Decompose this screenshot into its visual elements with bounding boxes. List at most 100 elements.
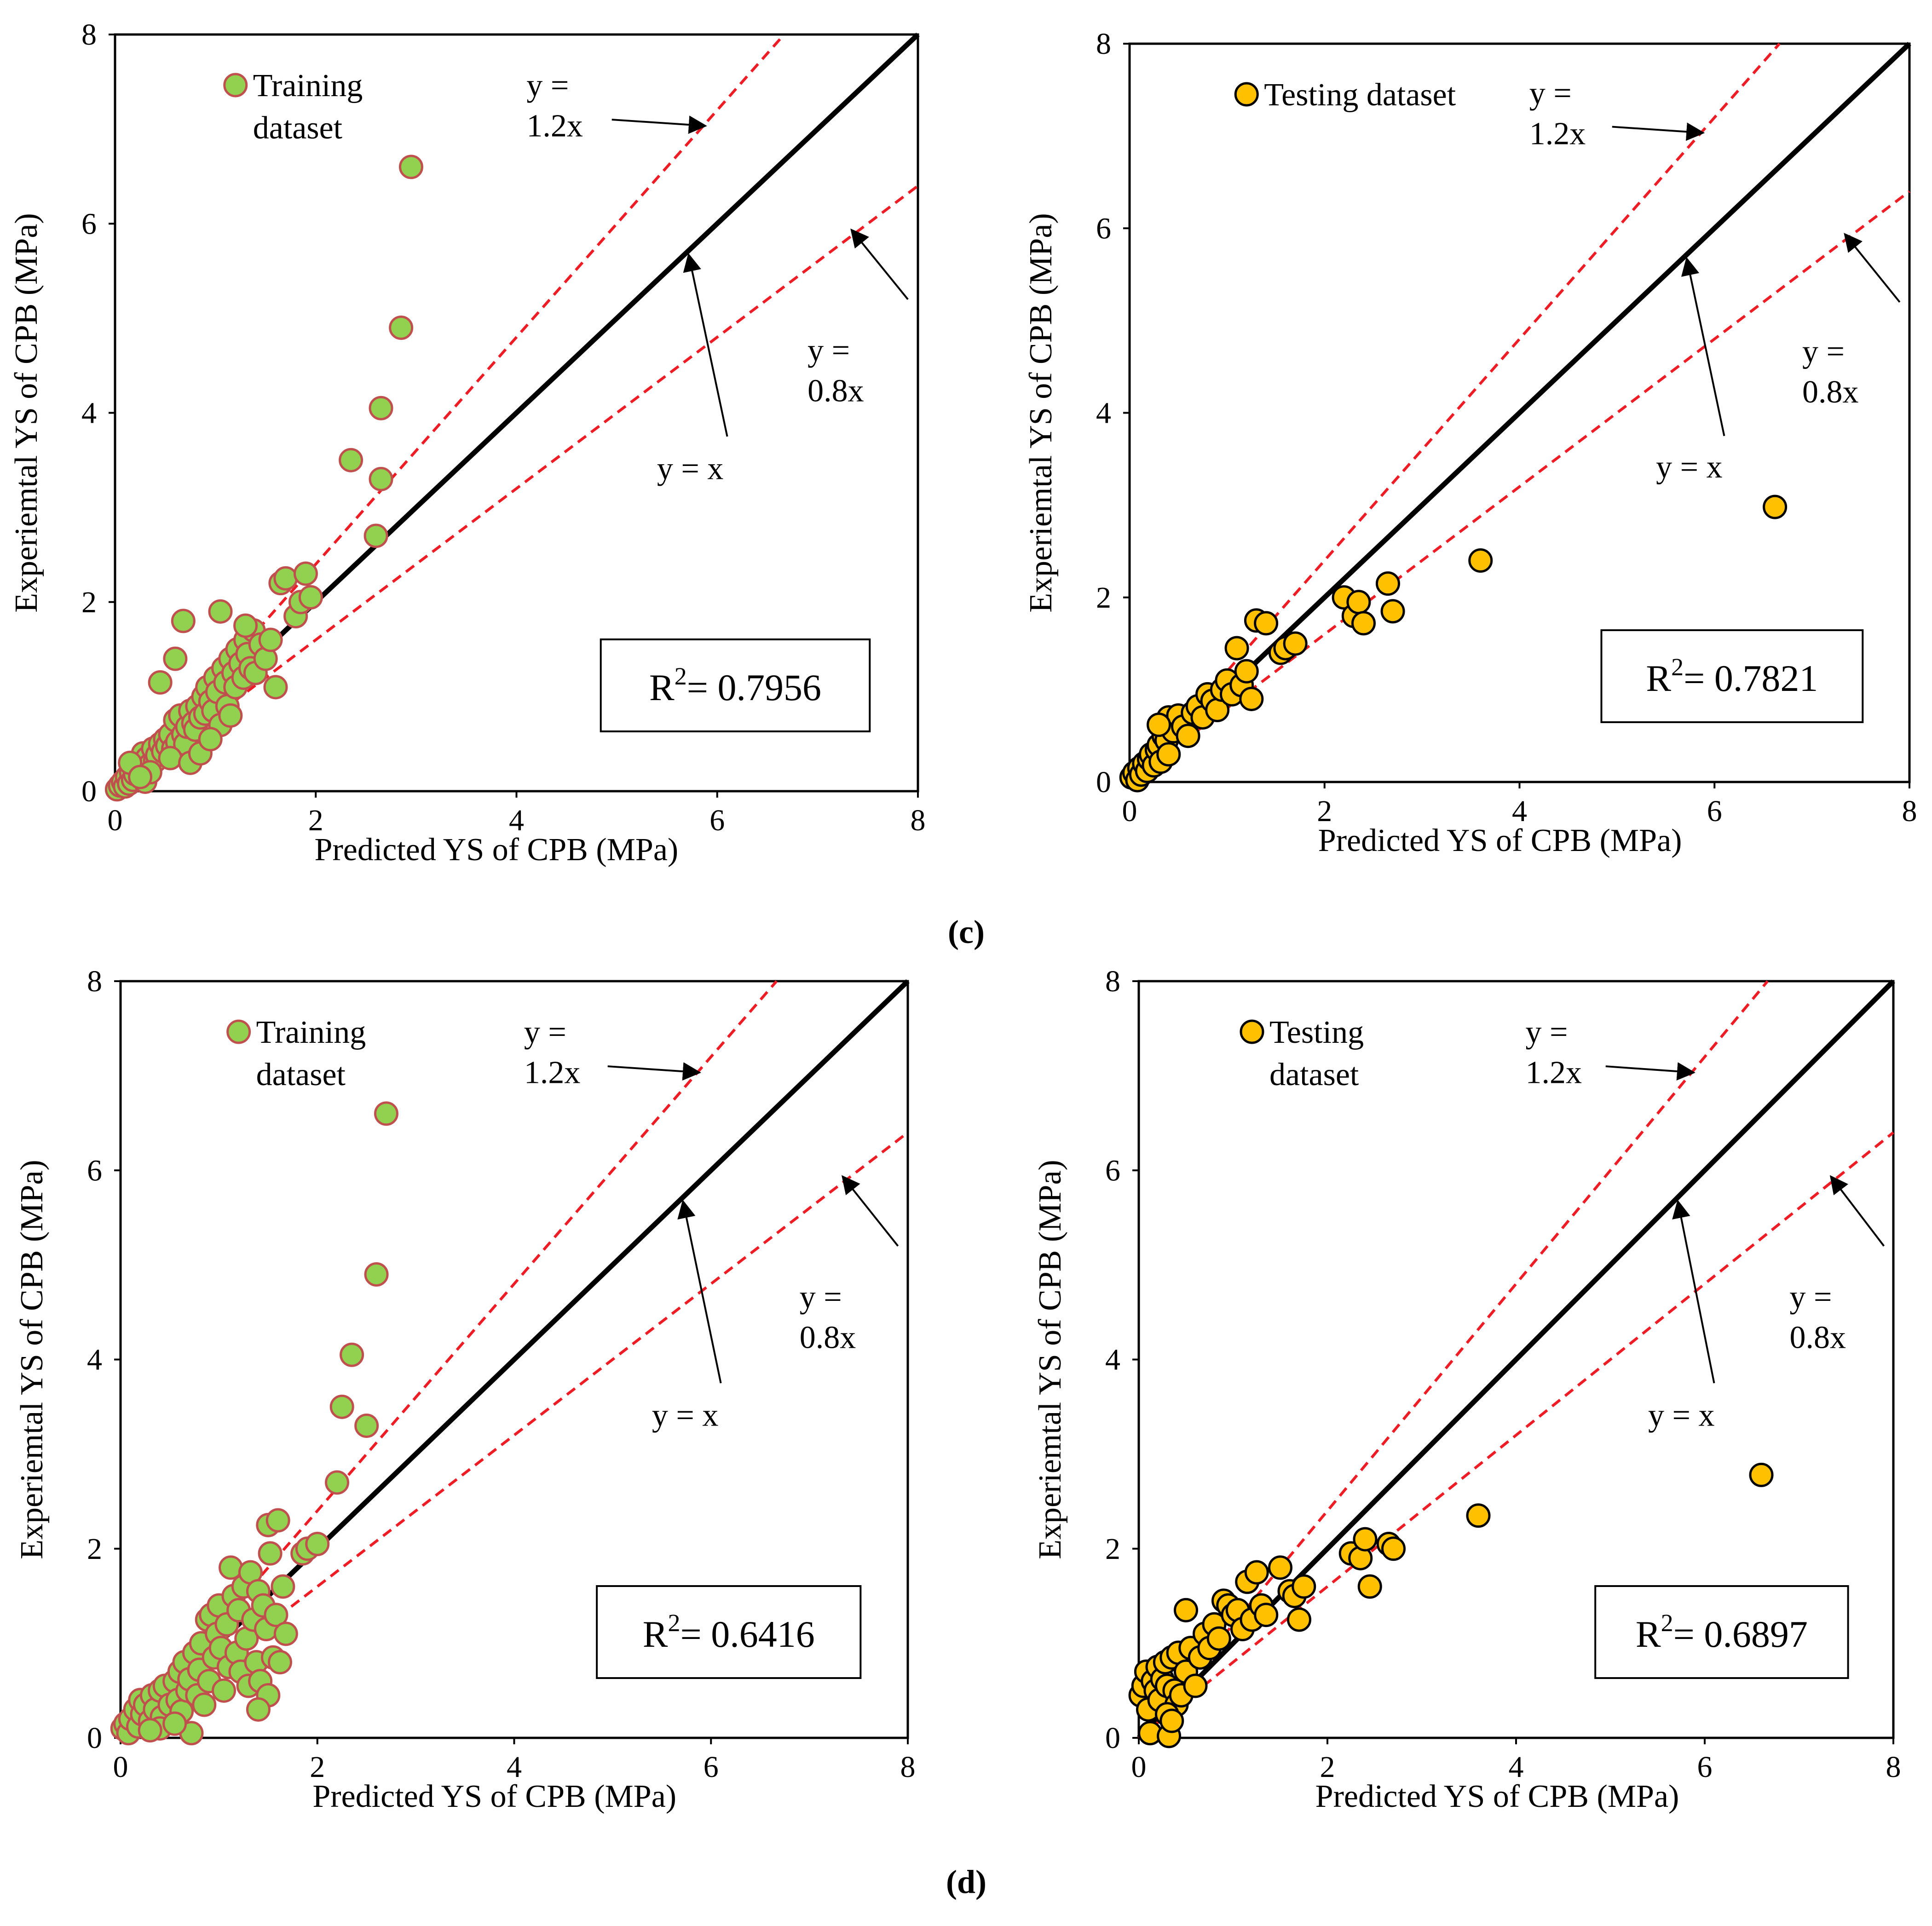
x-axis-title: Predicted YS of CPB (MPa) (312, 1779, 676, 1814)
data-point (265, 1508, 290, 1533)
callout-arrow-0-8x (850, 228, 909, 300)
y-tick-label: 6 (87, 1154, 102, 1187)
panel-label-d: (d) (946, 1863, 986, 1900)
r2-label: R2= 0.6416 (643, 1609, 815, 1655)
y-tick-label: 0 (1096, 765, 1111, 799)
r2-box (600, 638, 871, 732)
callout-arrow-identity (677, 1199, 722, 1384)
x-axis-title: Predicted YS of CPB (MPa) (1315, 1779, 1679, 1814)
data-point (1283, 631, 1308, 656)
reference-line-y-1p2x (1137, 980, 1769, 1739)
r2-label: R2= 0.6897 (1636, 1609, 1808, 1655)
chart-panel-bottom-left: 0 2 4 6 8 0 2 4 6 8 Predicted YS of CPB (MPa) Exper… (14, 965, 916, 1814)
data-point (1254, 1603, 1279, 1627)
callout-label-1-2x: y = 1.2x (526, 68, 583, 144)
data-point (158, 746, 183, 770)
data-point (258, 1541, 283, 1566)
r2-box (1600, 629, 1864, 723)
callout-label-0-8x: y = 0.8x (1802, 334, 1859, 410)
callout-arrow-identity (683, 253, 728, 437)
data-point (1183, 1673, 1208, 1698)
legend-label: Training dataset (253, 68, 363, 146)
legend-marker (223, 73, 248, 98)
panel-label-c: (c) (948, 914, 985, 950)
data-point (1239, 686, 1264, 711)
data-point (398, 155, 423, 179)
data-point (1224, 636, 1249, 661)
data-point (171, 609, 196, 633)
data-point (267, 1650, 292, 1674)
legend-marker (1240, 1019, 1264, 1044)
x-tick-label: 4 (509, 804, 524, 837)
callout-arrow-0-8x (841, 1175, 899, 1247)
r2-box (596, 1585, 862, 1679)
legend-label: Testing dataset (1269, 1015, 1364, 1092)
x-tick-label: 8 (1902, 794, 1917, 828)
y-tick-label: 6 (1105, 1154, 1120, 1187)
y-tick-label: 6 (1096, 212, 1111, 245)
data-point (374, 1101, 398, 1126)
y-tick-label: 4 (87, 1343, 102, 1377)
data-point (138, 1718, 162, 1743)
y-axis-title: Experiemtal YS of CPB (MPa) (14, 1160, 50, 1559)
data-point (1749, 1462, 1774, 1487)
data-point (218, 703, 243, 728)
data-point (1351, 611, 1376, 636)
y-tick-label: 8 (81, 18, 97, 52)
data-point (293, 561, 318, 586)
data-point (212, 1678, 236, 1703)
callout-label-1-2x: y = 1.2x (524, 1015, 581, 1091)
x-tick-label: 4 (1512, 794, 1527, 828)
y-tick-label: 2 (1096, 581, 1111, 615)
y-tick-label: 0 (81, 775, 97, 808)
legend-marker (1234, 82, 1259, 107)
data-point (354, 1413, 379, 1438)
callout-arrow-1-2x (607, 1062, 701, 1081)
callout-label-identity: y = x (652, 1397, 718, 1433)
callout-arrow-1-2x (1605, 1062, 1696, 1081)
data-point (1375, 571, 1400, 596)
data-point (1206, 1626, 1231, 1651)
reference-line-y-0p8x (1129, 190, 1910, 783)
data-point (1466, 1503, 1491, 1528)
callout-label-0-8x: y = 0.8x (800, 1279, 856, 1355)
y-tick-label: 8 (1105, 965, 1120, 998)
data-point (1292, 1574, 1316, 1599)
reference-line-y-0p8x (1138, 1131, 1894, 1739)
x-tick-label: 6 (1697, 1750, 1713, 1784)
data-point (1244, 1560, 1269, 1585)
x-tick-label: 2 (1320, 1750, 1335, 1784)
data-point (1159, 1708, 1184, 1733)
y-tick-label: 4 (1105, 1343, 1120, 1377)
data-point (1156, 742, 1181, 767)
x-tick-label: 0 (108, 804, 123, 837)
legend-label: Training dataset (256, 1015, 366, 1092)
data-point (305, 1531, 330, 1556)
x-tick-label: 2 (310, 1750, 325, 1784)
callout-label-0-8x: y = 0.8x (1790, 1279, 1846, 1355)
callout-arrow-1-2x (611, 115, 707, 134)
x-tick-label: 8 (911, 804, 926, 837)
y-tick-label: 4 (1096, 397, 1111, 430)
data-point (369, 396, 393, 420)
y-tick-label: 2 (81, 586, 97, 619)
data-point (163, 646, 188, 671)
data-point (148, 670, 173, 695)
data-point (162, 1711, 187, 1736)
x-tick-label: 4 (507, 1750, 522, 1784)
data-point (264, 1603, 288, 1627)
y-tick-label: 0 (87, 1721, 102, 1755)
data-point (219, 1555, 243, 1580)
r2-label: R2= 0.7821 (1646, 653, 1818, 699)
callout-arrow-identity (1672, 1199, 1715, 1384)
data-point (233, 613, 258, 638)
x-tick-label: 8 (900, 1750, 916, 1784)
x-tick-label: 4 (1509, 1750, 1524, 1784)
y-axis-title: Experiemtal YS of CPB (MPa) (1032, 1160, 1068, 1559)
y-tick-label: 6 (81, 207, 97, 241)
data-point (263, 675, 288, 700)
data-point (364, 1262, 389, 1287)
chart-panel-bottom-right: 0 2 4 6 8 0 2 4 6 8 Predicted YS of CPB (MPa) Exper… (1032, 965, 1901, 1814)
x-axis-title: Predicted YS of CPB (MPa) (1318, 823, 1682, 858)
